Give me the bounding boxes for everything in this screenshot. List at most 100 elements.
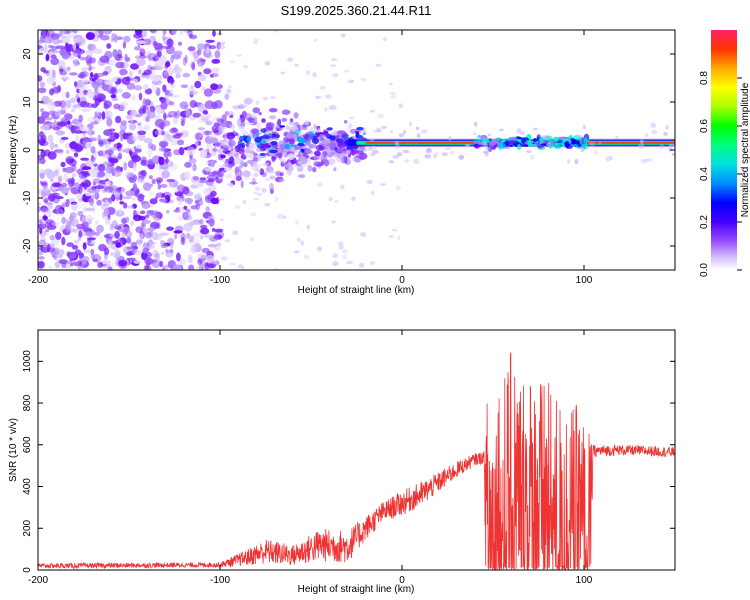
- spectrogram-cell: [317, 162, 322, 169]
- spectrogram-cell: [111, 97, 119, 101]
- spectrogram-cell: [55, 231, 62, 240]
- spectrogram-cell: [390, 94, 397, 99]
- spectrogram-cell: [170, 138, 178, 146]
- spectrogram-cell: [190, 85, 195, 89]
- spectrogram-cell: [133, 33, 143, 39]
- spectrogram-cell: [198, 74, 207, 82]
- spectrogram-cell: [160, 251, 164, 255]
- spectrogram-cell: [312, 138, 319, 145]
- spectrogram-cell: [80, 101, 90, 108]
- spectrogram-cell: [509, 140, 518, 145]
- snr-y-tick-label: 200: [22, 519, 33, 536]
- spectrogram-cell: [217, 125, 224, 132]
- spectrogram-cell: [193, 56, 198, 63]
- spectrogram-cell: [324, 94, 332, 99]
- spectrogram-cell: [187, 30, 193, 37]
- spectrogram-cell: [313, 38, 317, 42]
- spectrogram-cell: [404, 159, 410, 163]
- spectrogram-cell: [42, 180, 48, 190]
- spectrogram-cell: [250, 237, 254, 241]
- spectrogram-cell: [120, 187, 126, 194]
- spectrogram-cell: [212, 147, 217, 152]
- spectrogram-cell: [93, 153, 98, 160]
- spectrogram-cell: [322, 129, 329, 135]
- spectrogram-cell: [202, 211, 212, 219]
- spectrogram-cell: [388, 160, 394, 164]
- spectrogram-cell: [147, 148, 152, 158]
- spectrogram-cell: [129, 118, 134, 123]
- spectrogram-cell: [159, 140, 169, 147]
- spectrogram-cell: [317, 127, 321, 133]
- spectrogram-cell: [165, 45, 175, 55]
- spectrogram-cell: [77, 193, 84, 201]
- spectrogram-cell: [122, 132, 128, 140]
- spectrogram-cell: [330, 57, 338, 62]
- spectrogram-cell: [42, 184, 49, 191]
- spectrogram-cell: [594, 150, 598, 155]
- spectrogram-cell: [96, 224, 104, 234]
- spectrogram-cell: [120, 57, 124, 61]
- spectrogram-cell: [130, 63, 139, 70]
- spectrogram-cell: [90, 145, 96, 154]
- spectrogram-cell: [199, 130, 206, 138]
- spectrogram-cell: [157, 184, 161, 190]
- spectrogram-cell: [91, 156, 96, 163]
- spectrogram-cell: [166, 178, 175, 183]
- spectrogram-cell: [425, 148, 432, 154]
- spectrogram-cell: [293, 250, 300, 254]
- spectrogram-cell: [53, 149, 64, 153]
- spectrogram-cell: [194, 199, 200, 204]
- spectrogram-cell: [81, 108, 91, 112]
- spectrogram-cell: [119, 237, 127, 244]
- spectrogram-cell: [64, 113, 73, 120]
- spectrogram-cell: [566, 159, 571, 164]
- spectrogram-cell: [83, 186, 88, 190]
- spectrogram-y-tick-label: 0: [22, 147, 33, 153]
- spectrogram-cell: [51, 221, 60, 227]
- spectrogram-cell: [482, 150, 489, 155]
- spectrogram-cell: [141, 202, 151, 209]
- spectrogram-y-tick-label: 10: [22, 96, 33, 108]
- spectrogram-cell: [115, 242, 121, 248]
- spectrogram-cell: [107, 59, 116, 66]
- spectrogram-cell: [125, 171, 135, 178]
- spectrogram-cell: [126, 82, 136, 90]
- spectrogram-cell: [329, 141, 339, 145]
- spectrogram-cell: [402, 149, 410, 154]
- snr-x-label: Height of straight line (km): [298, 584, 415, 595]
- spectrogram-cell: [333, 167, 337, 172]
- spectrogram-cell: [221, 114, 227, 122]
- spectrogram-cell: [251, 112, 258, 118]
- spectrogram-cell: [38, 87, 47, 94]
- spectrogram-cell: [391, 228, 398, 232]
- spectrogram-cell: [434, 152, 438, 156]
- spectrogram-cell: [183, 205, 188, 210]
- spectrogram-cell: [97, 111, 102, 120]
- spectrogram-cell: [88, 65, 92, 72]
- spectrogram-cell: [274, 267, 278, 270]
- spectrogram-cell: [225, 173, 233, 179]
- spectrogram-cell: [198, 252, 208, 259]
- spectrogram-cell: [55, 206, 60, 214]
- spectrogram-x-tick-label: -100: [210, 275, 230, 286]
- spectrogram-cell: [115, 88, 123, 94]
- spectrogram-cell: [39, 81, 46, 88]
- spectrogram-cell: [615, 135, 619, 140]
- spectrogram-cell: [375, 127, 381, 133]
- spectrogram-cell: [58, 30, 69, 35]
- spectrogram-cell: [119, 123, 127, 131]
- spectrogram-cell: [339, 147, 348, 154]
- spectrogram-cell: [184, 161, 192, 168]
- spectrogram-cell: [59, 68, 64, 72]
- spectrogram-cell: [345, 126, 351, 133]
- spectrogram-cell: [156, 106, 162, 115]
- spectrogram-cell: [494, 139, 499, 143]
- spectrogram-y-tick-label: -20: [22, 238, 33, 253]
- spectrogram-cell: [155, 212, 163, 219]
- spectrogram-cell: [97, 134, 101, 143]
- spectrogram-cell: [304, 120, 310, 126]
- spectrogram-cell: [360, 77, 367, 82]
- spectrogram-cell: [171, 127, 177, 133]
- spectrogram-cell: [203, 166, 212, 172]
- spectrogram-cell: [104, 247, 110, 256]
